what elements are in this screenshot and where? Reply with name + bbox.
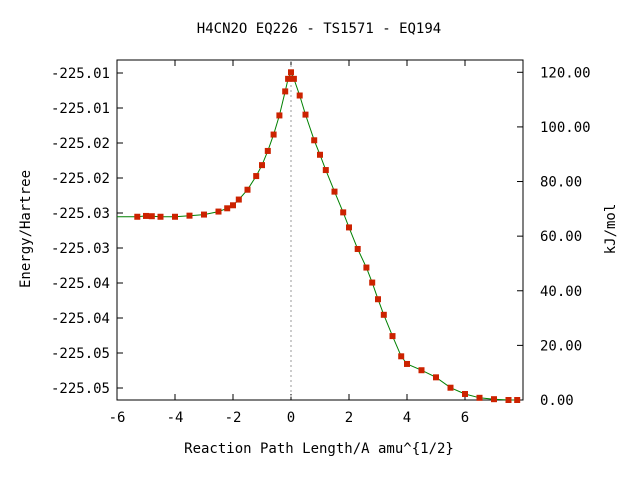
data-point	[340, 209, 347, 216]
y-right-axis-ticks: 120.00 100.00 80.00 60.00 40.00 20.00 0.00	[517, 65, 591, 409]
data-point	[157, 213, 164, 220]
data-point	[259, 162, 265, 169]
x-axis-ticks: -6 -4 -2 0 2 4 6	[109, 60, 469, 426]
y-left-axis-ticks: -225.01 -225.01 -225.02 -225.02 -225.03 -225.…	[51, 66, 123, 397]
data-point	[404, 360, 410, 367]
data-point	[317, 151, 323, 158]
data-point	[285, 75, 292, 82]
data-point	[215, 208, 222, 215]
data-point	[375, 296, 381, 303]
y-left-tick-label: -225.03	[51, 206, 110, 222]
x-tick-label: 2	[345, 410, 353, 426]
data-point	[302, 111, 309, 118]
y-left-tick-label: -225.02	[51, 136, 110, 152]
data-point	[235, 196, 242, 203]
data-point	[186, 212, 193, 219]
y-left-tick-label: -225.05	[51, 381, 110, 397]
data-point	[380, 311, 387, 318]
y-right-tick-label: 0.00	[540, 393, 574, 409]
data-point	[476, 394, 483, 401]
data-points	[134, 69, 521, 403]
data-point	[398, 353, 405, 360]
data-point	[282, 88, 289, 95]
data-point	[270, 131, 277, 138]
data-point	[418, 367, 425, 374]
x-tick-label: 6	[461, 410, 469, 426]
plot-frame	[116, 59, 524, 401]
data-point	[296, 92, 303, 99]
y-right-tick-label: 60.00	[540, 229, 582, 245]
data-point	[505, 397, 512, 403]
data-point	[290, 75, 297, 82]
data-point	[201, 211, 207, 218]
data-point	[363, 264, 370, 271]
y-left-tick-label: -225.02	[51, 171, 110, 187]
data-point	[264, 147, 271, 154]
y-right-tick-label: 20.00	[540, 338, 582, 354]
data-point	[514, 397, 521, 403]
data-point	[288, 69, 294, 76]
data-point	[244, 186, 251, 193]
x-tick-label: -4	[167, 410, 184, 426]
y-left-tick-label: -225.05	[51, 346, 110, 362]
y-right-tick-label: 120.00	[540, 65, 591, 81]
data-point	[462, 390, 468, 397]
data-point	[322, 167, 329, 174]
data-point	[433, 374, 439, 381]
y-right-axis-label: kJ/mol	[603, 204, 619, 255]
y-right-tick-label: 80.00	[540, 175, 582, 191]
data-point	[172, 213, 178, 220]
data-point	[491, 396, 497, 403]
y-left-tick-label: -225.01	[51, 66, 110, 82]
chart-title: H4CN2O EQ226 - TS1571 - EQ194	[197, 21, 441, 37]
y-right-tick-label: 40.00	[540, 284, 582, 300]
y-right-tick-label: 100.00	[540, 120, 591, 136]
data-point	[369, 279, 376, 286]
x-tick-label: 4	[403, 410, 411, 426]
data-point	[148, 213, 155, 220]
y-left-tick-label: -225.04	[51, 311, 110, 327]
data-point	[331, 188, 338, 195]
y-left-tick-label: -225.03	[51, 241, 110, 257]
y-left-tick-label: -225.01	[51, 101, 110, 117]
energy-curve	[117, 71, 518, 401]
x-tick-label: -6	[109, 410, 126, 426]
data-point	[134, 213, 141, 220]
data-point	[311, 137, 318, 144]
data-point	[276, 112, 283, 119]
x-axis-label: Reaction Path Length/A amu^{1/2}	[184, 441, 454, 457]
y-left-axis-label: Energy/Hartree	[18, 170, 34, 288]
data-point	[346, 224, 352, 231]
data-point	[354, 245, 361, 252]
data-point	[230, 202, 236, 209]
data-point	[224, 205, 231, 212]
data-point	[447, 384, 454, 391]
data-point	[253, 173, 260, 180]
x-tick-label: 0	[287, 410, 295, 426]
y-left-tick-label: -225.04	[51, 276, 110, 292]
data-point	[143, 212, 149, 219]
data-point	[389, 333, 396, 340]
x-tick-label: -2	[225, 410, 242, 426]
